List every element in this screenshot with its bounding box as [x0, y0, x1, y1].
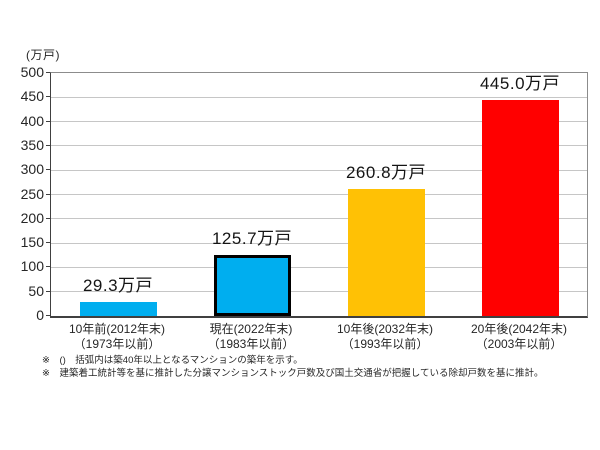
y-axis-tick-label: 50 [28, 282, 44, 299]
y-axis-tick-label: 150 [20, 234, 44, 251]
gridline [51, 218, 587, 220]
gridline [51, 145, 587, 147]
y-axis-tick-label: 400 [20, 112, 44, 129]
y-axis-tick [46, 120, 50, 122]
x-axis-label-line2: （1973年以前） [73, 336, 161, 351]
y-axis-unit-label: (万戸) [26, 48, 60, 62]
x-axis-label-line2: （2003年以前） [475, 336, 563, 351]
y-axis-tick [46, 72, 50, 73]
gridline [51, 291, 587, 293]
bar-value-label: 445.0万戸 [479, 73, 561, 93]
gridline [51, 96, 587, 98]
y-axis-tick-label: 100 [20, 258, 44, 275]
y-axis-tick-label: 250 [20, 185, 44, 202]
y-axis-tick [46, 169, 50, 171]
y-axis-tick [46, 266, 50, 268]
bar-value-label: 260.8万戸 [345, 163, 427, 183]
bar-4 [481, 99, 559, 316]
bar-1 [79, 301, 157, 316]
x-axis-label: 10年後(2032年末) （1993年以前） [300, 322, 470, 351]
y-axis-tick [46, 242, 50, 244]
x-axis-label-line2: （1983年以前） [207, 336, 295, 351]
gridline [51, 121, 587, 123]
bar-2 [213, 254, 291, 316]
y-axis-tick-label: 300 [20, 161, 44, 178]
y-axis-tick-label: 0 [36, 307, 44, 323]
y-axis-tick [46, 217, 50, 219]
x-axis-label: 現在(2022年末) （1983年以前） [166, 322, 336, 351]
gridline [51, 194, 587, 195]
x-axis-label: 20年後(2042年末) （2003年以前） [434, 322, 600, 351]
y-axis-tick [46, 193, 50, 195]
bar-value-label: 29.3万戸 [82, 275, 154, 295]
gridline [51, 169, 587, 171]
y-axis-tick [46, 315, 50, 316]
y-axis-tick [46, 96, 50, 98]
y-axis-tick [46, 290, 50, 292]
y-axis-tick-label: 500 [20, 64, 44, 80]
bar-value-label: 125.7万戸 [211, 228, 293, 248]
y-axis-tick-label: 450 [20, 88, 44, 105]
x-axis-label: 10年前(2012年末) （1973年以前） [32, 322, 202, 351]
plot-area: 29.3万戸 125.7万戸 260.8万戸 445.0万戸 [50, 72, 588, 318]
footnotes: ※ () 括弧内は築40年以上となるマンションの築年を示す。 ※ 建築着工統計等を… [42, 354, 544, 380]
footnote-line: ※ 建築着工統計等を基に推計した分譲マンションストック戸数及び国土交通省が把握し… [42, 368, 544, 379]
gridline [51, 242, 587, 244]
x-axis-label-line1: 10年後(2032年末) [336, 322, 434, 336]
gridline [51, 266, 587, 268]
x-axis-label-line2: （1993年以前） [341, 336, 429, 351]
bar-3 [347, 189, 425, 316]
x-axis-label-line1: 現在(2022年末) [209, 322, 293, 336]
footnote-line: ※ () 括弧内は築40年以上となるマンションの築年を示す。 [42, 355, 303, 366]
y-axis-tick-label: 200 [20, 209, 44, 226]
y-axis-tick [46, 144, 50, 146]
x-axis-label-line1: 20年後(2042年末) [470, 322, 568, 336]
y-axis-tick-label: 350 [20, 136, 44, 153]
x-axis-label-line1: 10年前(2012年末) [68, 322, 166, 336]
